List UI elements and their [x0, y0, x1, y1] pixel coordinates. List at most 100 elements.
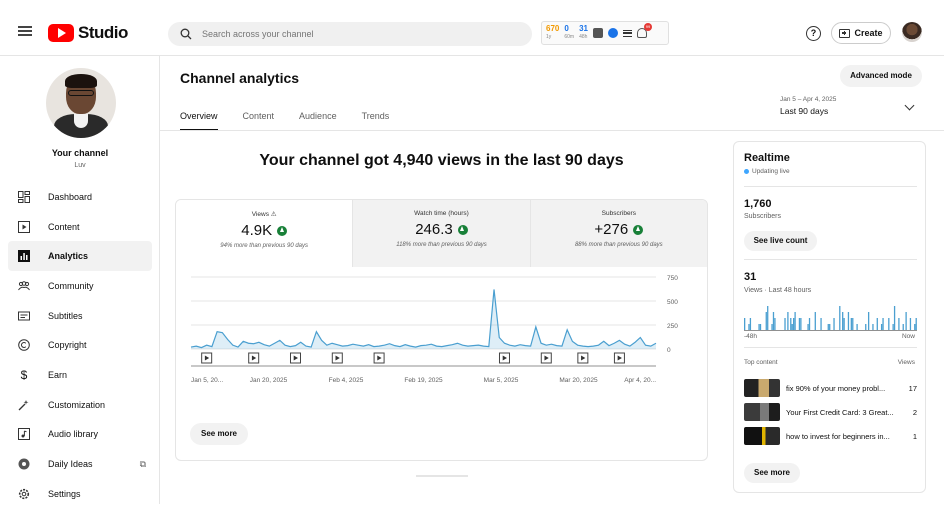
sidebar-item-customization[interactable]: Customization	[8, 390, 152, 420]
views-line	[190, 289, 657, 349]
subtitles-icon	[18, 310, 30, 322]
advanced-mode-button[interactable]: Advanced mode	[840, 65, 922, 87]
sidebar-item-daily-ideas[interactable]: Daily Ideas ⧉	[8, 449, 152, 479]
page-title: Channel analytics	[180, 70, 300, 86]
metric-subscribers[interactable]: Subscribers +276 88% more than previous …	[529, 200, 707, 267]
sidebar-item-label: Daily Ideas	[48, 459, 93, 470]
sidebar-item-earn[interactable]: $ Earn	[8, 360, 152, 390]
community-icon	[18, 280, 30, 292]
help-icon[interactable]: ?	[806, 26, 821, 41]
see-more-button[interactable]: See more	[190, 423, 248, 445]
realtime-bar	[842, 312, 844, 330]
realtime-bar	[839, 306, 841, 330]
realtime-bar	[820, 318, 822, 330]
realtime-bar	[856, 324, 858, 330]
axis-start-label: -48h	[744, 333, 758, 340]
ext-menu-icon[interactable]	[623, 29, 632, 37]
metric-tabs: Views ⚠ 4.9K 94% more than previous 90 d…	[176, 200, 707, 267]
realtime-bar	[798, 318, 801, 330]
realtime-bar	[790, 318, 792, 330]
channel-avatar[interactable]	[46, 68, 116, 138]
tab-trends[interactable]: Trends	[361, 111, 390, 121]
sidebar-item-audio-library[interactable]: Audio library	[8, 420, 152, 450]
realtime-bar	[771, 324, 773, 330]
metric-views[interactable]: Views ⚠ 4.9K 94% more than previous 90 d…	[176, 200, 353, 267]
menu-icon[interactable]	[18, 26, 32, 36]
realtime-bar	[833, 318, 835, 330]
sidebar-item-copyright[interactable]: Copyright	[8, 330, 152, 360]
play-icon	[335, 355, 340, 361]
ext-notification-icon[interactable]: 99	[637, 23, 652, 38]
daily-ideas-icon	[18, 458, 30, 470]
x-tick-label: Feb 19, 2025	[404, 377, 443, 384]
overview-card: Views ⚠ 4.9K 94% more than previous 90 d…	[175, 199, 708, 461]
date-range-picker[interactable]: Jan 5 – Apr 4, 2025 Last 90 days	[780, 96, 836, 116]
extension-toolbar[interactable]: 670 1y 0 60m 31 48h 99	[541, 21, 669, 45]
metric-value: 246.3	[415, 221, 453, 238]
studio-logo[interactable]: Studio	[48, 23, 128, 43]
sidebar-item-label: Audio library	[48, 429, 99, 440]
account-avatar[interactable]	[902, 22, 922, 42]
create-button[interactable]: Create	[831, 22, 891, 44]
create-video-icon	[839, 28, 851, 38]
earn-icon: $	[20, 367, 28, 382]
realtime-bar	[852, 318, 854, 330]
chevron-down-icon[interactable]	[904, 100, 915, 111]
sidebar-item-settings[interactable]: Settings	[8, 479, 152, 509]
audio-library-icon	[18, 428, 30, 441]
realtime-bar	[909, 318, 912, 330]
realtime-bar	[774, 318, 776, 330]
channel-handle: Luv	[74, 162, 86, 169]
search-bar[interactable]	[168, 22, 532, 46]
play-icon	[377, 355, 382, 361]
video-views: 17	[908, 383, 917, 393]
metric-value: 4.9K	[241, 222, 273, 239]
settings-icon	[18, 488, 30, 500]
realtime-see-more-button[interactable]: See more	[744, 463, 800, 483]
top-content-label: Top content	[744, 359, 778, 366]
top-content-row[interactable]: Your First Credit Card: 3 Great... 2	[744, 403, 917, 421]
views-chart[interactable]: 0 250 500 750 Jan 5, 20... Jan 20, 2025 Feb 4,…	[176, 267, 707, 407]
video-thumbnail	[744, 379, 780, 397]
sidebar-item-label: Subtitles	[48, 310, 83, 321]
realtime-bar	[800, 318, 802, 330]
ext-logo-icon[interactable]	[608, 28, 618, 38]
sidebar-item-label: Content	[48, 221, 80, 232]
search-input[interactable]	[202, 29, 502, 39]
arrow-up-icon	[457, 224, 468, 235]
realtime-bar	[767, 306, 769, 330]
tab-overview[interactable]: Overview	[180, 111, 218, 131]
top-content-row[interactable]: fix 90% of your money probl... 17	[744, 379, 917, 397]
sidebar-nav: Dashboard Content Analytics Community Su…	[8, 182, 152, 509]
x-tick-label: Jan 5, 20...	[191, 377, 223, 384]
realtime-bar	[847, 312, 850, 330]
sidebar-item-subtitles[interactable]: Subtitles	[8, 301, 152, 331]
sidebar-item-community[interactable]: Community	[8, 271, 152, 301]
realtime-card: Realtime Updating live 1,760 Subscribers…	[733, 141, 926, 493]
warning-icon: ⚠	[270, 211, 277, 218]
top-content-views-header: Views	[897, 359, 915, 366]
metric-watch-time[interactable]: Watch time (hours) 246.3 118% more than …	[352, 200, 530, 267]
realtime-bar	[759, 324, 762, 330]
arrow-up-icon	[633, 224, 644, 235]
realtime-bar-chart[interactable]	[744, 302, 917, 332]
realtime-bar	[905, 312, 907, 330]
copyright-icon	[18, 339, 30, 352]
top-content-row[interactable]: how to invest for beginners in... 1	[744, 427, 917, 445]
video-views: 2	[912, 407, 917, 417]
realtime-title: Realtime	[744, 152, 790, 164]
axis-end-label: Now	[901, 333, 915, 340]
external-link-icon: ⧉	[139, 458, 146, 469]
sidebar-item-analytics[interactable]: Analytics	[8, 241, 152, 272]
tab-content[interactable]: Content	[242, 111, 275, 121]
realtime-bar	[865, 324, 867, 330]
see-live-count-button[interactable]: See live count	[744, 231, 817, 251]
ext-stat-a-sub: 1y	[546, 34, 552, 40]
realtime-bar	[867, 312, 870, 330]
video-title: fix 90% of your money probl...	[786, 383, 886, 393]
ext-grid-icon[interactable]	[593, 28, 603, 38]
sidebar-item-dashboard[interactable]: Dashboard	[8, 182, 152, 212]
sidebar-item-content[interactable]: Content	[8, 212, 152, 242]
tab-audience[interactable]: Audience	[299, 111, 337, 121]
search-icon	[180, 28, 192, 40]
